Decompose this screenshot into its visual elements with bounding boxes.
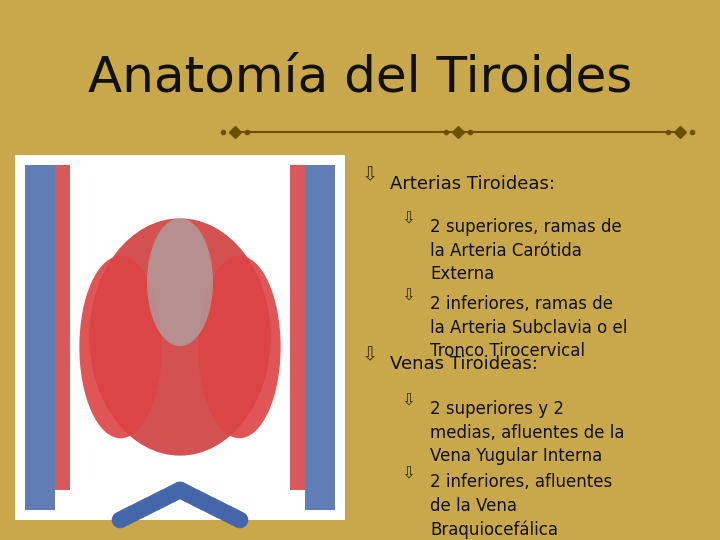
Text: ⇩: ⇩ — [401, 286, 415, 304]
Text: ⇩: ⇩ — [401, 391, 415, 409]
Text: 2 inferiores, ramas de
la Arteria Subclavia o el
Tronco Tirocervical: 2 inferiores, ramas de la Arteria Subcla… — [430, 295, 627, 360]
Text: 2 superiores y 2
medias, afluentes de la
Vena Yugular Interna: 2 superiores y 2 medias, afluentes de la… — [430, 400, 624, 465]
Ellipse shape — [198, 256, 281, 438]
Text: ⇩: ⇩ — [401, 464, 415, 482]
Text: ⇩: ⇩ — [401, 209, 415, 227]
Bar — [15, 155, 345, 520]
Text: Anatomía del Tiroides: Anatomía del Tiroides — [88, 54, 632, 102]
Bar — [290, 165, 305, 490]
Text: 2 inferiores, afluentes
de la Vena
Braquiocefálica: 2 inferiores, afluentes de la Vena Braqu… — [430, 473, 612, 539]
Bar — [55, 165, 70, 490]
Text: ⇩: ⇩ — [362, 165, 378, 185]
Text: ⇩: ⇩ — [362, 346, 378, 365]
Text: 2 superiores, ramas de
la Arteria Carótida
Externa: 2 superiores, ramas de la Arteria Caróti… — [430, 218, 622, 283]
Ellipse shape — [79, 256, 162, 438]
Ellipse shape — [147, 218, 213, 346]
Ellipse shape — [89, 218, 271, 456]
Text: Venas Tiroideas:: Venas Tiroideas: — [390, 355, 538, 373]
Bar — [25, 165, 55, 510]
Text: Arterias Tiroideas:: Arterias Tiroideas: — [390, 175, 555, 193]
Bar — [305, 165, 335, 510]
